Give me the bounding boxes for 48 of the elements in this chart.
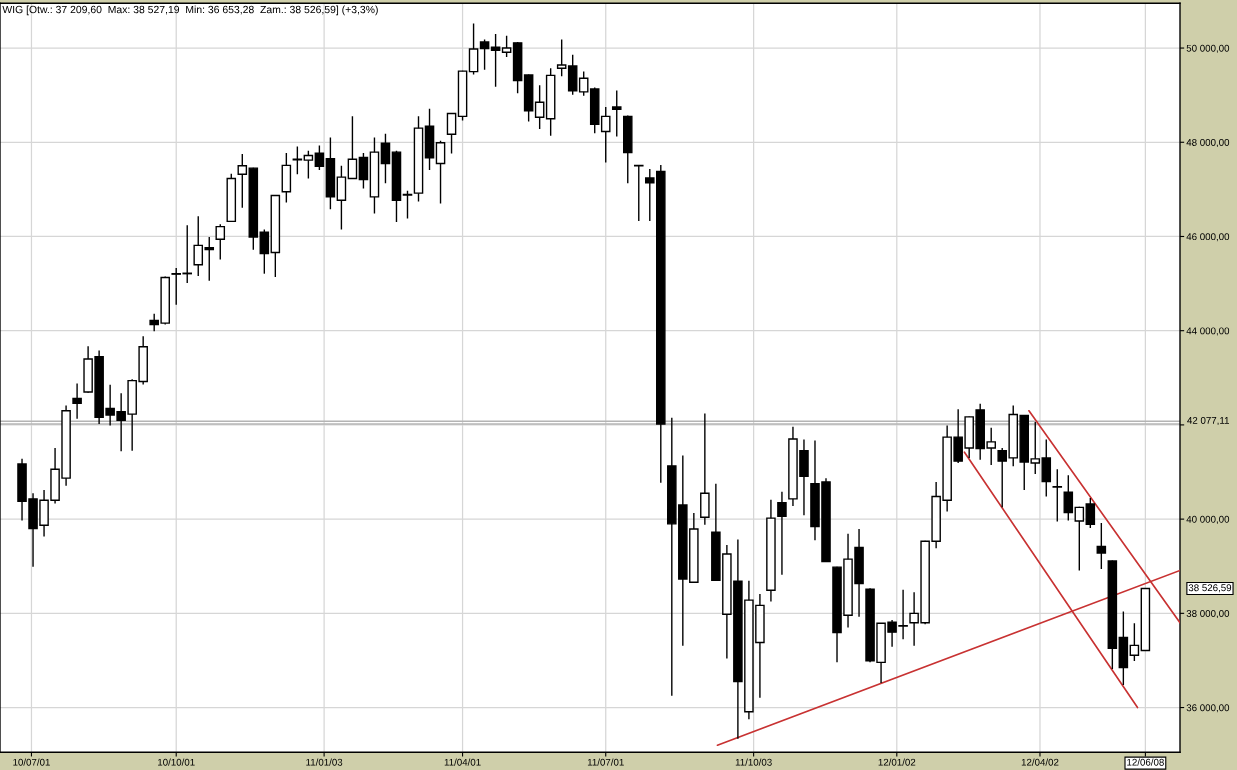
candlestick: [578, 70, 589, 97]
text: 38 526,59: [1188, 584, 1232, 593]
ref-line-label: 42 077,11: [1187, 417, 1229, 426]
candlestick: [1074, 506, 1085, 572]
candlestick: [468, 22, 479, 76]
candlestick: [479, 38, 490, 71]
x-tick-label: 12/04/02: [1021, 758, 1059, 766]
candlestick: [611, 89, 622, 138]
candlestick: [237, 153, 248, 209]
x-tick-label: 12/06/08: [1127, 758, 1164, 766]
x-tick-label: 11/10/03: [735, 758, 772, 766]
x-tick-label: 10/07/01: [13, 758, 50, 766]
candlestick: [435, 140, 446, 205]
candlestick: [347, 115, 358, 180]
candlestick: [446, 112, 457, 155]
y-tick-label: 44 000,00: [1186, 327, 1230, 336]
candlestick: [1085, 497, 1096, 529]
candlestick: [380, 133, 391, 184]
y-tick-label: 46 000,00: [1186, 233, 1230, 242]
candlestick: [358, 152, 369, 190]
candlestick: [314, 144, 325, 171]
x-tick-label: 10/10/01: [158, 758, 195, 766]
candlestick: [303, 150, 314, 180]
candlestick: [556, 38, 567, 78]
chart-title: WIG [Otw.: 37 209,60 Max: 38 527,19 Min: 36 653,28 Zam.: 38 526,59] (+3,3%): [2, 5, 378, 16]
candlestick: [336, 165, 347, 231]
x-tick-label: 11/07/01: [587, 758, 624, 766]
candlestick: [633, 164, 644, 222]
y-tick-label: 38 000,00: [1186, 610, 1230, 619]
candlestick: [1052, 468, 1063, 523]
x-tick-label: 12/01/02: [878, 758, 916, 766]
candlestick: [1096, 522, 1107, 570]
candlestick: [402, 190, 413, 220]
candlestick: [1063, 474, 1074, 522]
y-tick-label: 48 000,00: [1186, 139, 1230, 148]
candlestick: [1129, 622, 1140, 662]
x-tick-label: 11/01/03: [306, 758, 343, 766]
candlestick: [501, 35, 512, 58]
candlestick: [259, 228, 270, 275]
y-tick-label: 50 000,00: [1186, 44, 1230, 53]
candlestick: [534, 84, 545, 130]
x-tick-label: 11/04/01: [444, 758, 481, 766]
candlestick: [490, 33, 501, 88]
candlestick: [215, 223, 226, 261]
y-tick-label: 36 000,00: [1186, 704, 1230, 713]
candlestick: [777, 491, 787, 576]
y-tick-label: 40 000,00: [1186, 515, 1230, 524]
candlestick: [72, 382, 82, 420]
